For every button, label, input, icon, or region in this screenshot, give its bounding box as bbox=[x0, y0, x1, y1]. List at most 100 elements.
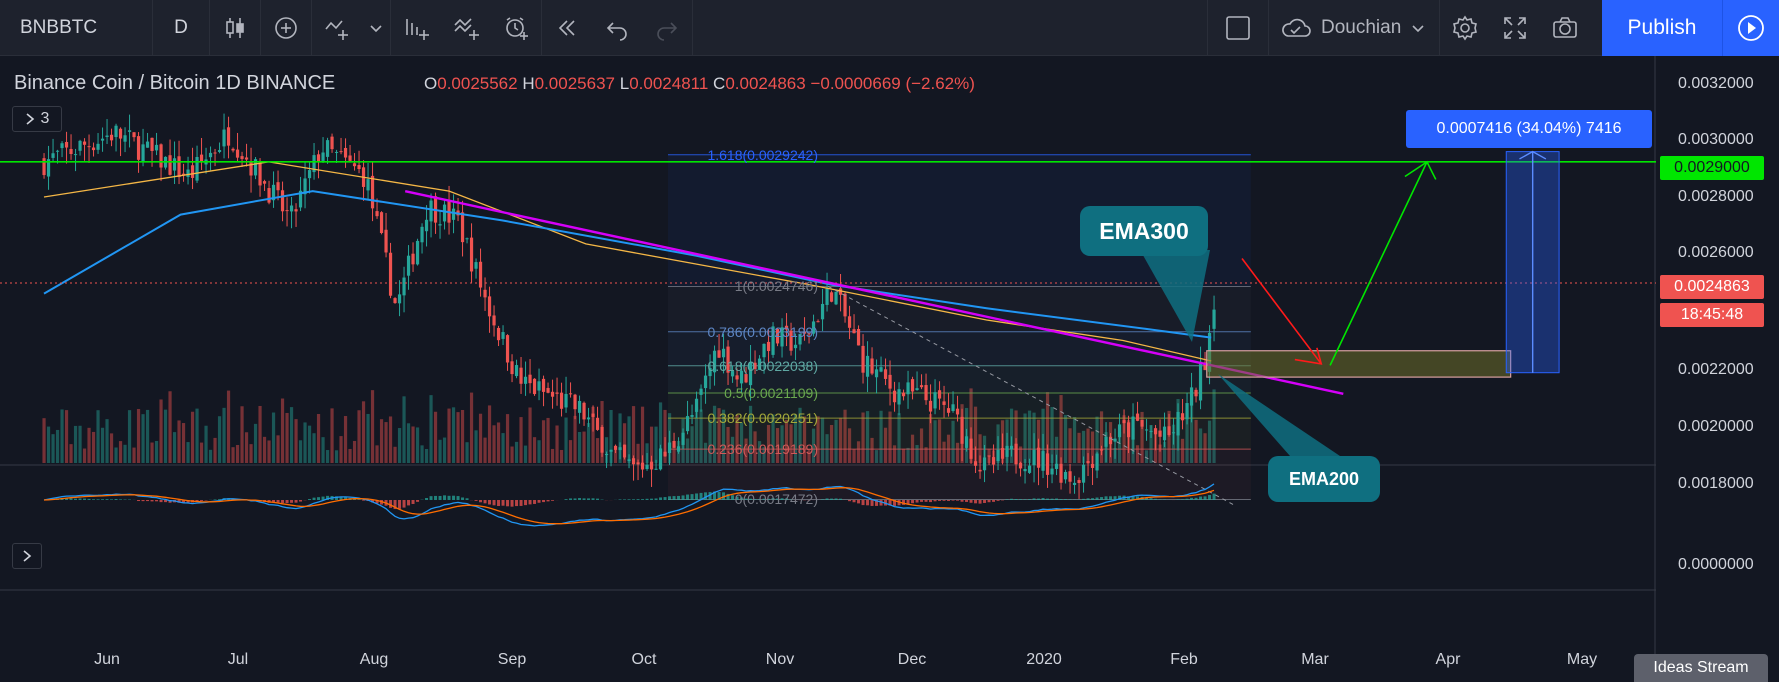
legend-title[interactable]: Binance Coin / Bitcoin 1D BINANCE bbox=[14, 72, 336, 94]
volume-bar bbox=[919, 428, 924, 463]
interval-button[interactable]: D bbox=[153, 0, 209, 56]
divider bbox=[260, 0, 261, 56]
macd-histogram-bar bbox=[87, 498, 91, 500]
macd-histogram-bar bbox=[456, 496, 460, 500]
candle-body bbox=[843, 293, 847, 317]
volume-bar bbox=[622, 423, 627, 463]
candle-body bbox=[942, 401, 946, 405]
candle-body bbox=[123, 135, 127, 142]
price-range-label[interactable]: 0.0007416 (34.04%) 7416 bbox=[1406, 110, 1652, 148]
candle-body bbox=[600, 426, 604, 453]
candle-body bbox=[375, 211, 379, 217]
indicators-collapse-button[interactable]: 3 bbox=[12, 106, 62, 132]
ideas-stream-button[interactable]: Ideas Stream bbox=[1634, 654, 1768, 682]
volume-bar bbox=[1014, 410, 1018, 463]
ema200-callout[interactable]: EMA200 bbox=[1268, 456, 1380, 502]
macd-histogram-bar bbox=[771, 498, 775, 500]
macd-histogram-bar bbox=[317, 497, 321, 500]
select-layout-icon[interactable] bbox=[1208, 0, 1268, 56]
fib-level-band bbox=[668, 418, 1251, 450]
volume-bar bbox=[447, 408, 451, 463]
volume-bar bbox=[55, 429, 60, 463]
templates-icon[interactable] bbox=[441, 0, 491, 56]
alert-icon[interactable] bbox=[491, 0, 541, 56]
volume-bar bbox=[757, 441, 762, 463]
candle-body bbox=[1162, 426, 1167, 441]
macd-histogram-bar bbox=[218, 499, 222, 500]
macd-histogram-bar bbox=[942, 500, 946, 501]
candle-body bbox=[429, 200, 433, 222]
time-tick: Nov bbox=[765, 651, 795, 668]
macd-histogram-bar bbox=[1041, 498, 1045, 500]
volume-bar bbox=[393, 446, 397, 463]
camera-icon[interactable] bbox=[1540, 0, 1590, 56]
macd-histogram-bar bbox=[443, 495, 447, 500]
macd-histogram-bar bbox=[110, 499, 114, 500]
candle-body bbox=[739, 370, 744, 384]
publish-button[interactable]: Publish bbox=[1602, 0, 1722, 56]
macd-expand-button[interactable] bbox=[12, 543, 42, 569]
add-indicator-icon[interactable] bbox=[261, 0, 311, 56]
replay-icon[interactable] bbox=[542, 0, 592, 56]
undo-icon[interactable] bbox=[592, 0, 642, 56]
volume-bar bbox=[532, 437, 537, 463]
candle-body bbox=[1041, 451, 1045, 471]
volume-bar bbox=[235, 444, 240, 463]
chevron-down-icon bbox=[1412, 24, 1424, 32]
chevron-right-icon bbox=[26, 113, 34, 125]
redo-icon[interactable] bbox=[642, 0, 692, 56]
volume-bar bbox=[897, 413, 901, 463]
candle-body bbox=[118, 128, 123, 139]
candle-body bbox=[519, 367, 523, 384]
layout-name-label: Douchian bbox=[1321, 16, 1402, 38]
price-tick: 0.0028000 bbox=[1678, 188, 1754, 205]
candle-body bbox=[730, 371, 735, 377]
candle-body bbox=[505, 335, 510, 363]
candle-body bbox=[366, 179, 370, 191]
candle-body bbox=[708, 367, 712, 377]
chart-drawings[interactable] bbox=[0, 150, 1656, 505]
candle-body bbox=[96, 143, 100, 150]
candle-body bbox=[154, 144, 159, 151]
ema300-callout[interactable]: EMA300 bbox=[1080, 206, 1208, 256]
macd-histogram-bar bbox=[1086, 498, 1090, 500]
bar-chart-icon[interactable] bbox=[391, 0, 441, 56]
macd-histogram-bar bbox=[321, 496, 325, 500]
macd-histogram-bar bbox=[1023, 499, 1027, 500]
candles-icon[interactable] bbox=[210, 0, 260, 56]
divider bbox=[390, 0, 391, 56]
volume-bar bbox=[168, 391, 172, 463]
volume-bar bbox=[879, 410, 883, 463]
macd-histogram-bar bbox=[776, 498, 780, 500]
macd-histogram-bar bbox=[1203, 496, 1207, 500]
fib-level-band bbox=[668, 392, 1251, 419]
price-axis[interactable]: 0.0032000 0.0030000 0.0028000 0.0026000 … bbox=[1656, 56, 1779, 636]
layout-menu[interactable]: Douchian bbox=[1269, 0, 1439, 56]
volume-bar bbox=[483, 437, 487, 463]
chart-canvas[interactable] bbox=[0, 56, 1656, 682]
ema300-line bbox=[43, 190, 1212, 339]
candle-body bbox=[771, 326, 775, 355]
play-icon[interactable] bbox=[1722, 0, 1779, 56]
volume-bar bbox=[69, 444, 73, 463]
candle-body bbox=[892, 390, 897, 403]
candle-body bbox=[132, 132, 136, 138]
chevron-down-icon[interactable] bbox=[362, 0, 390, 56]
candle-body bbox=[699, 388, 703, 395]
volume-bar bbox=[739, 422, 744, 463]
candle-body bbox=[262, 181, 267, 184]
macd-histogram-bar bbox=[1050, 498, 1054, 500]
macd-histogram-bar bbox=[155, 500, 159, 502]
volume-bar bbox=[865, 411, 870, 463]
macd-histogram-bar bbox=[785, 498, 789, 500]
candle-body bbox=[487, 296, 492, 317]
macd-histogram-bar bbox=[677, 495, 681, 500]
macd-histogram-bar bbox=[182, 500, 186, 503]
symbol-search[interactable]: BNBBTC bbox=[0, 0, 152, 56]
volume-bar bbox=[181, 423, 186, 463]
compare-icon[interactable] bbox=[312, 0, 362, 56]
settings-gear-icon[interactable] bbox=[1440, 0, 1490, 56]
volume-bar bbox=[415, 427, 420, 463]
fullscreen-icon[interactable] bbox=[1490, 0, 1540, 56]
macd-histogram-bar bbox=[362, 500, 366, 501]
